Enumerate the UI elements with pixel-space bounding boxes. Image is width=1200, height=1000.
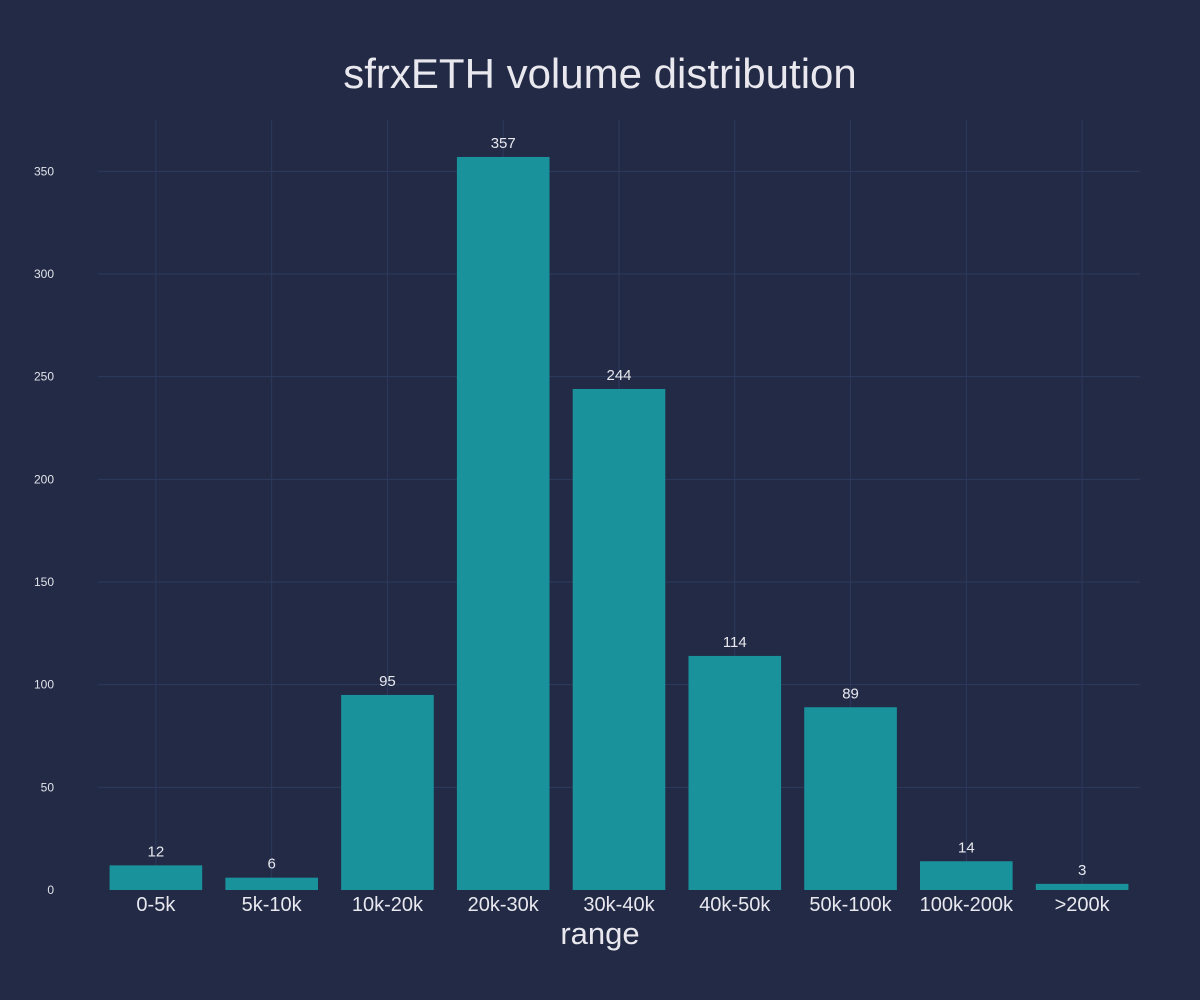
data-label: 114 (723, 634, 747, 651)
x-tick-label: 5k-10k (242, 894, 303, 916)
x-axis-label: range (560, 916, 639, 951)
x-tick-label: 40k-50k (699, 894, 771, 916)
x-tick-label: 100k-200k (920, 894, 1014, 916)
bar (1035, 883, 1129, 890)
data-label: 244 (606, 367, 631, 384)
bar (804, 707, 897, 890)
data-label: 3 (1078, 862, 1086, 879)
x-tick-label: 50k-100k (809, 894, 892, 916)
y-tick-label: 250 (34, 370, 54, 384)
data-label: 12 (148, 843, 165, 860)
bar (572, 388, 666, 890)
data-label: 14 (958, 839, 975, 856)
chart-title: sfrxETH volume distribution (343, 50, 857, 97)
x-tick-label: 0-5k (136, 894, 176, 916)
y-tick-label: 100 (34, 678, 54, 692)
y-tick-label: 0 (47, 883, 54, 897)
y-tick-label: 300 (34, 267, 54, 281)
y-tick-label: 150 (34, 575, 54, 589)
x-tick-label: 30k-40k (583, 894, 655, 916)
data-label: 357 (491, 135, 516, 152)
y-tick-label: 50 (41, 780, 55, 794)
data-label: 89 (842, 685, 859, 702)
bar (341, 694, 434, 890)
data-label: 95 (379, 673, 396, 690)
bars-layer (109, 156, 1129, 890)
bar (688, 655, 782, 890)
bar (109, 865, 203, 890)
y-tick-label: 350 (34, 164, 54, 178)
labels-layer: 0 50 100 150 200 250 300 350 12 0-5k 6 5k-10k 95 10k-… (34, 135, 1111, 916)
x-tick-label: 10k-20k (352, 894, 424, 916)
bar (456, 156, 550, 890)
x-tick-label: 20k-30k (468, 894, 540, 916)
bar (920, 861, 1013, 890)
x-tick-label: >200k (1055, 894, 1111, 916)
y-tick-label: 200 (34, 472, 54, 486)
data-label: 6 (267, 856, 275, 873)
bar (225, 877, 318, 890)
